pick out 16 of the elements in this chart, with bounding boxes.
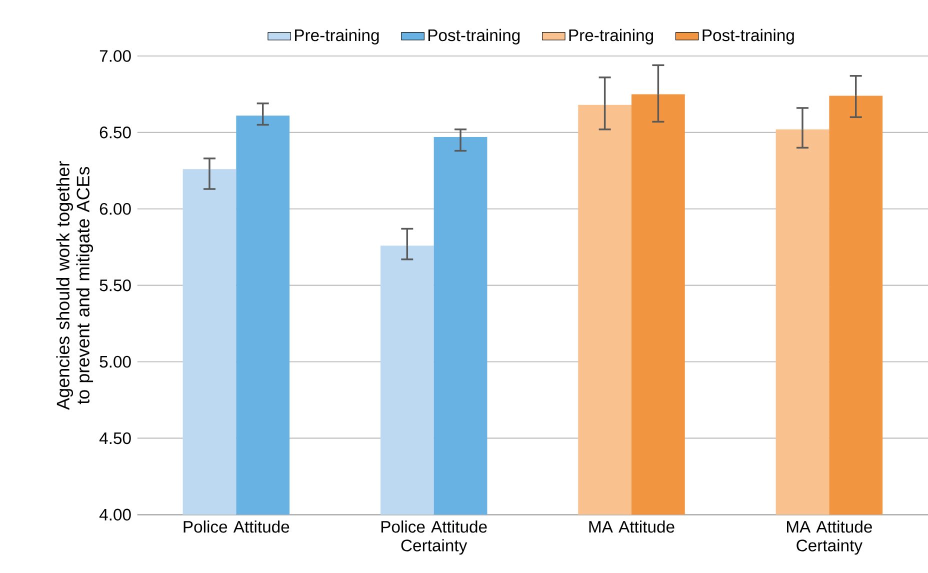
x-tick-label: Police Attitude xyxy=(184,520,290,533)
y-tick-label: 5.50 xyxy=(100,279,131,292)
legend-label: Post-training xyxy=(702,28,794,44)
x-tick-label: Police Attitude Certainty xyxy=(381,520,487,555)
legend-label: Pre-training xyxy=(569,28,654,44)
x-tick-label: MA Attitude Certainty xyxy=(786,520,872,555)
y-tick-label: 4.50 xyxy=(99,432,131,444)
y-axis-title: Agencies should work together to prevent and mitigate ACEs xyxy=(56,160,94,410)
y-tick-label: 6.50 xyxy=(100,126,131,138)
y-tick-label: 5.00 xyxy=(100,356,131,368)
legend-label: Pre-training xyxy=(295,28,379,44)
legend-label: Post-training xyxy=(428,28,520,44)
y-tick-label: 7.00 xyxy=(100,50,131,62)
y-tick-label: 6.00 xyxy=(100,202,131,215)
y-tick-label: 4.00 xyxy=(99,508,131,520)
x-tick-label: MA Attitude xyxy=(589,520,674,533)
